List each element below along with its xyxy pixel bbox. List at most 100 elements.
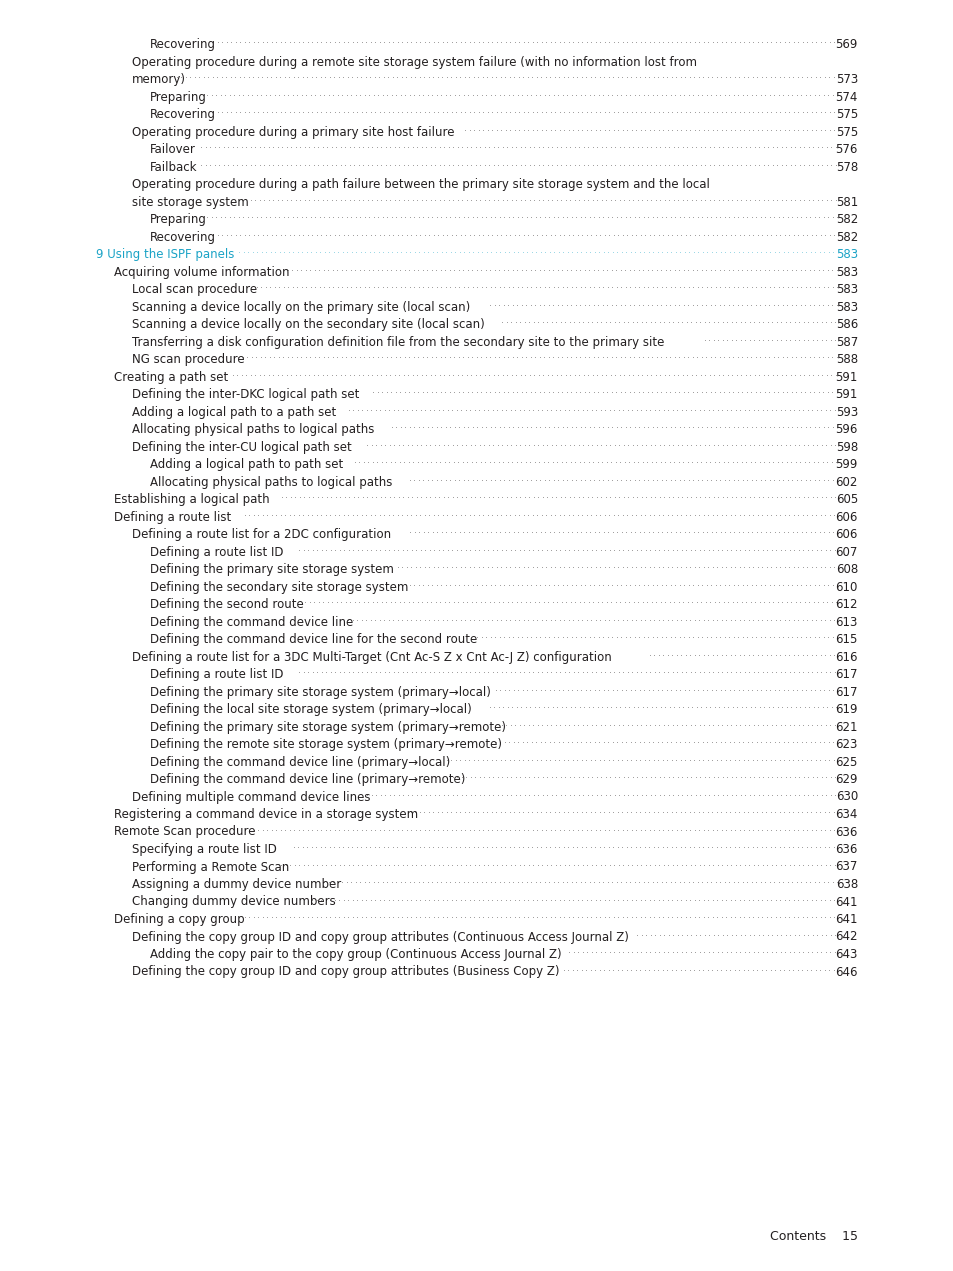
Text: Failback: Failback xyxy=(150,160,197,174)
Text: 583: 583 xyxy=(835,266,857,278)
Text: Adding the copy pair to the copy group (Continuous Access Journal Z): Adding the copy pair to the copy group (… xyxy=(150,948,561,961)
Text: 608: 608 xyxy=(835,563,857,576)
Text: 583: 583 xyxy=(835,248,857,261)
Text: 598: 598 xyxy=(835,441,857,454)
Text: 617: 617 xyxy=(835,685,857,699)
Text: 581: 581 xyxy=(835,196,857,208)
Text: 583: 583 xyxy=(835,283,857,296)
Text: 615: 615 xyxy=(835,633,857,646)
Text: 583: 583 xyxy=(835,300,857,314)
Text: 596: 596 xyxy=(835,423,857,436)
Text: 613: 613 xyxy=(835,615,857,628)
Text: Scanning a device locally on the secondary site (local scan): Scanning a device locally on the seconda… xyxy=(132,318,484,330)
Text: 641: 641 xyxy=(835,896,857,909)
Text: Preparing: Preparing xyxy=(150,214,207,226)
Text: 629: 629 xyxy=(835,773,857,785)
Text: 643: 643 xyxy=(835,948,857,961)
Text: 578: 578 xyxy=(835,160,857,174)
Text: Defining the command device line: Defining the command device line xyxy=(150,615,353,628)
Text: site storage system: site storage system xyxy=(132,196,249,208)
Text: Operating procedure during a remote site storage system failure (with no informa: Operating procedure during a remote site… xyxy=(132,56,697,69)
Text: Operating procedure during a primary site host failure: Operating procedure during a primary sit… xyxy=(132,126,454,139)
Text: Adding a logical path to a path set: Adding a logical path to a path set xyxy=(132,405,335,418)
Text: 630: 630 xyxy=(835,791,857,803)
Text: Defining the primary site storage system: Defining the primary site storage system xyxy=(150,563,394,576)
Text: 575: 575 xyxy=(835,108,857,121)
Text: 625: 625 xyxy=(835,755,857,769)
Text: 606: 606 xyxy=(835,527,857,541)
Text: Defining the command device line (primary→local): Defining the command device line (primar… xyxy=(150,755,450,769)
Text: 636: 636 xyxy=(835,825,857,839)
Text: 569: 569 xyxy=(835,38,857,51)
Text: Recovering: Recovering xyxy=(150,108,215,121)
Text: Specifying a route list ID: Specifying a route list ID xyxy=(132,843,276,855)
Text: Adding a logical path to path set: Adding a logical path to path set xyxy=(150,458,343,472)
Text: 576: 576 xyxy=(835,144,857,156)
Text: Contents    15: Contents 15 xyxy=(769,1230,857,1243)
Text: Recovering: Recovering xyxy=(150,38,215,51)
Text: Defining a route list: Defining a route list xyxy=(113,511,231,524)
Text: 574: 574 xyxy=(835,90,857,103)
Text: 591: 591 xyxy=(835,371,857,384)
Text: Defining multiple command device lines: Defining multiple command device lines xyxy=(132,791,370,803)
Text: 586: 586 xyxy=(835,318,857,330)
Text: 642: 642 xyxy=(835,930,857,943)
Text: 638: 638 xyxy=(835,878,857,891)
Text: Acquiring volume information: Acquiring volume information xyxy=(113,266,289,278)
Text: 582: 582 xyxy=(835,214,857,226)
Text: Defining the inter-DKC logical path set: Defining the inter-DKC logical path set xyxy=(132,388,359,400)
Text: Registering a command device in a storage system: Registering a command device in a storag… xyxy=(113,808,417,821)
Text: memory): memory) xyxy=(132,72,186,86)
Text: Defining a copy group: Defining a copy group xyxy=(113,913,244,927)
Text: Defining a route list for a 3DC Multi-Target (Cnt Ac-S Z x Cnt Ac-J Z) configura: Defining a route list for a 3DC Multi-Ta… xyxy=(132,651,611,663)
Text: Defining the secondary site storage system: Defining the secondary site storage syst… xyxy=(150,581,408,594)
Text: 599: 599 xyxy=(835,458,857,472)
Text: 636: 636 xyxy=(835,843,857,855)
Text: 9 Using the ISPF panels: 9 Using the ISPF panels xyxy=(96,248,234,261)
Text: 617: 617 xyxy=(835,669,857,681)
Text: Allocating physical paths to logical paths: Allocating physical paths to logical pat… xyxy=(132,423,374,436)
Text: Defining the copy group ID and copy group attributes (Business Copy Z): Defining the copy group ID and copy grou… xyxy=(132,966,558,979)
Text: Defining the primary site storage system (primary→local): Defining the primary site storage system… xyxy=(150,685,491,699)
Text: Transferring a disk configuration definition file from the secondary site to the: Transferring a disk configuration defini… xyxy=(132,336,663,348)
Text: 587: 587 xyxy=(835,336,857,348)
Text: Defining the local site storage system (primary→local): Defining the local site storage system (… xyxy=(150,703,475,716)
Text: 616: 616 xyxy=(835,651,857,663)
Text: Assigning a dummy device number: Assigning a dummy device number xyxy=(132,878,341,891)
Text: Defining a route list for a 2DC configuration: Defining a route list for a 2DC configur… xyxy=(132,527,391,541)
Text: NG scan procedure: NG scan procedure xyxy=(132,353,244,366)
Text: 606: 606 xyxy=(835,511,857,524)
Text: 605: 605 xyxy=(835,493,857,506)
Text: 582: 582 xyxy=(835,230,857,244)
Text: 602: 602 xyxy=(835,475,857,488)
Text: Establishing a logical path: Establishing a logical path xyxy=(113,493,270,506)
Text: Defining the primary site storage system (primary→remote): Defining the primary site storage system… xyxy=(150,721,505,733)
Text: Scanning a device locally on the primary site (local scan): Scanning a device locally on the primary… xyxy=(132,300,470,314)
Text: Defining the remote site storage system (primary→remote): Defining the remote site storage system … xyxy=(150,738,501,751)
Text: 591: 591 xyxy=(835,388,857,400)
Text: Defining the command device line (primary→remote): Defining the command device line (primar… xyxy=(150,773,465,785)
Text: 612: 612 xyxy=(835,597,857,611)
Text: Failover: Failover xyxy=(150,144,195,156)
Text: 621: 621 xyxy=(835,721,857,733)
Text: 637: 637 xyxy=(835,860,857,873)
Text: 593: 593 xyxy=(835,405,857,418)
Text: Defining a route list ID: Defining a route list ID xyxy=(150,669,283,681)
Text: 588: 588 xyxy=(835,353,857,366)
Text: Local scan procedure: Local scan procedure xyxy=(132,283,257,296)
Text: 575: 575 xyxy=(835,126,857,139)
Text: 634: 634 xyxy=(835,808,857,821)
Text: Allocating physical paths to logical paths: Allocating physical paths to logical pat… xyxy=(150,475,392,488)
Text: Defining the inter-CU logical path set: Defining the inter-CU logical path set xyxy=(132,441,352,454)
Text: Recovering: Recovering xyxy=(150,230,215,244)
Text: Operating procedure during a path failure between the primary site storage syste: Operating procedure during a path failur… xyxy=(132,178,709,191)
Text: Preparing: Preparing xyxy=(150,90,207,103)
Text: 573: 573 xyxy=(835,72,857,86)
Text: Performing a Remote Scan: Performing a Remote Scan xyxy=(132,860,289,873)
Text: Changing dummy device numbers: Changing dummy device numbers xyxy=(132,896,335,909)
Text: 646: 646 xyxy=(835,966,857,979)
Text: 641: 641 xyxy=(835,913,857,927)
Text: 623: 623 xyxy=(835,738,857,751)
Text: Creating a path set: Creating a path set xyxy=(113,371,228,384)
Text: 619: 619 xyxy=(835,703,857,716)
